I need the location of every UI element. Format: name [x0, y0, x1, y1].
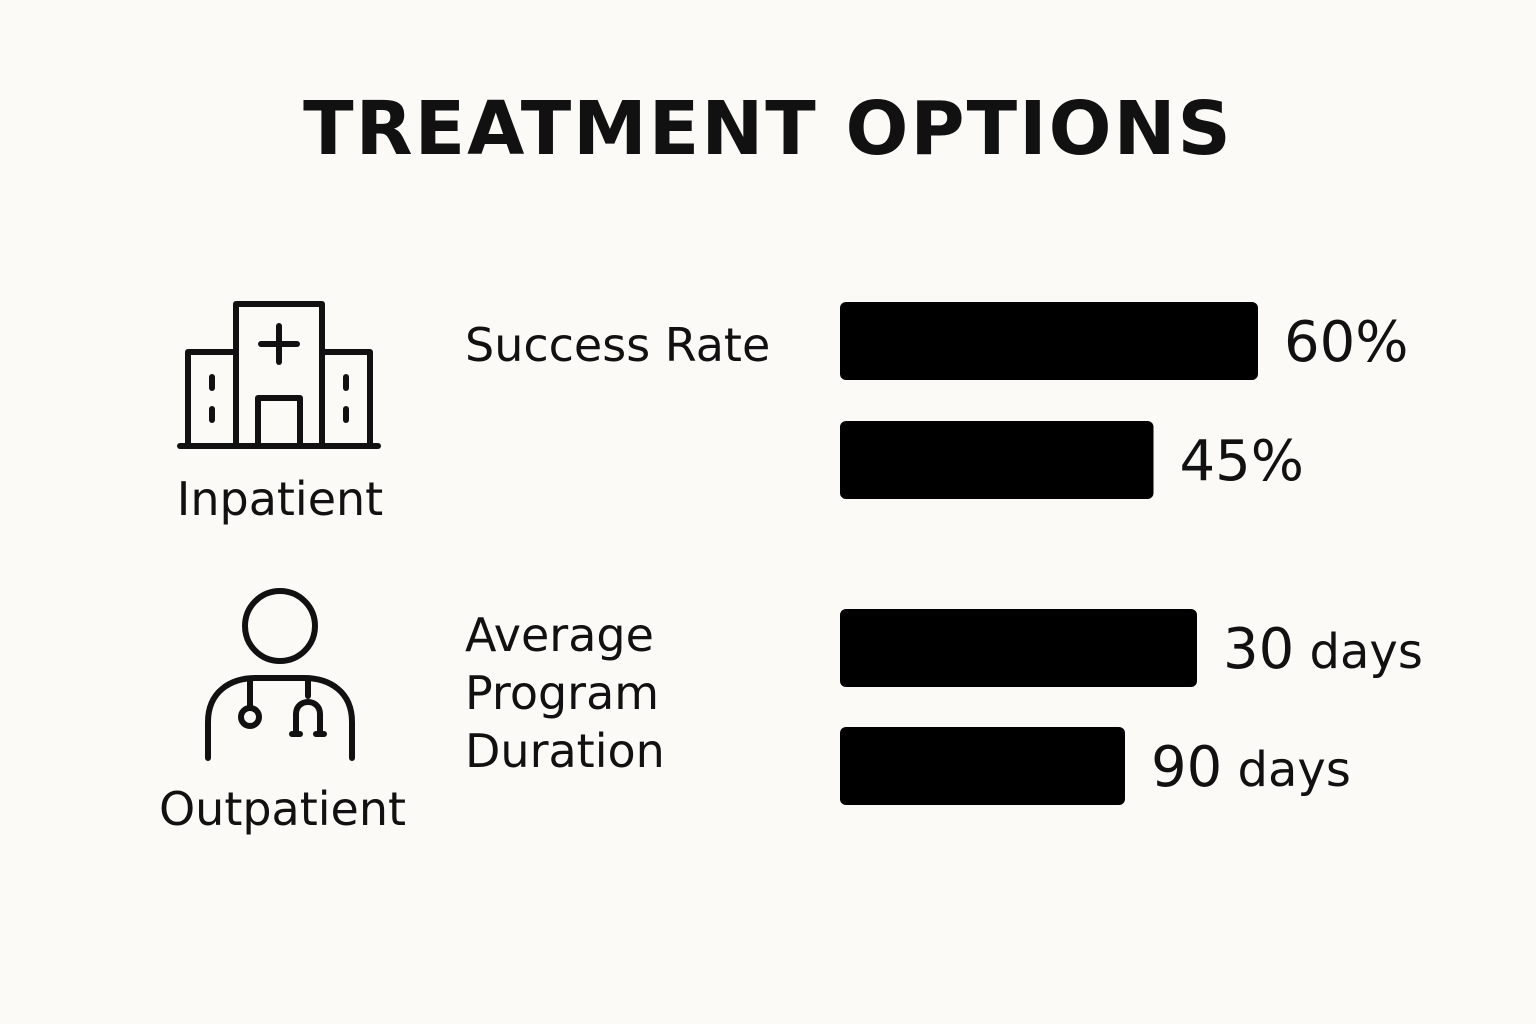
doctor-stethoscope-icon [205, 588, 355, 761]
bar-value-label: 45% [1180, 429, 1304, 494]
bar-value-unit: % [1251, 429, 1304, 494]
page-title: TREATMENT OPTIONS [303, 86, 1233, 172]
bar-value-label: 30 days [1223, 617, 1423, 682]
bar-value-unit: days [1222, 742, 1351, 798]
bar-duration-outpatient [840, 727, 1125, 805]
icon-label-outpatient: Outpatient [158, 782, 407, 836]
bar-value-unit: days [1294, 624, 1423, 680]
bar-success-rate-outpatient [840, 421, 1154, 499]
bar-value-number: 60 [1284, 310, 1355, 375]
bar-success-rate-inpatient [840, 302, 1258, 380]
icon-label-inpatient: Inpatient [176, 472, 384, 526]
bar-duration-inpatient [840, 609, 1197, 687]
bar-value-number: 30 [1223, 617, 1294, 682]
metric-label-program-duration: Average Program Duration [465, 606, 665, 780]
bar-value-number: 90 [1151, 735, 1222, 800]
bar-value-number: 45 [1180, 429, 1251, 494]
metric-label-line-3: Duration [465, 724, 665, 778]
metric-label-line-2: Program [465, 666, 660, 720]
bar-value-label: 90 days [1151, 735, 1351, 800]
bar-value-unit: % [1355, 310, 1408, 375]
metric-label-line-1: Average [465, 608, 654, 662]
hospital-icon [177, 301, 381, 449]
metric-label-success-rate: Success Rate [465, 318, 771, 372]
bar-value-label: 60% [1284, 310, 1408, 375]
